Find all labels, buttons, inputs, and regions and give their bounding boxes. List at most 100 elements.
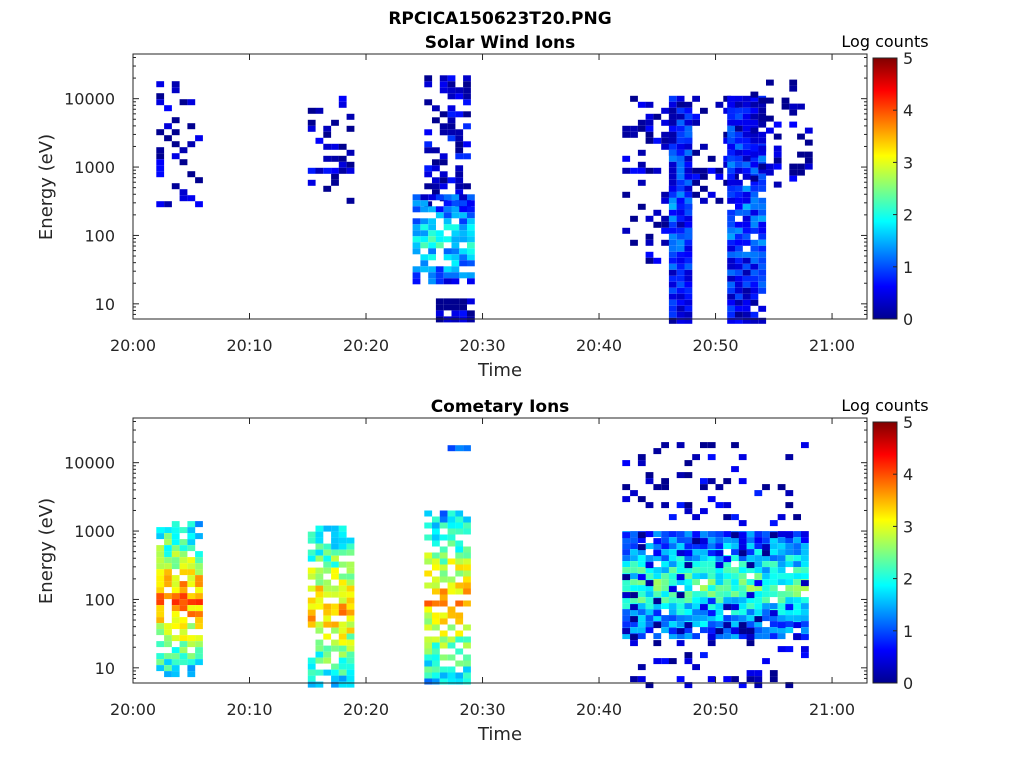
heatmap-cell xyxy=(459,230,467,237)
heatmap-cell xyxy=(338,609,347,616)
heatmap-cell xyxy=(439,666,448,673)
heatmap-cell xyxy=(195,641,203,648)
heatmap-cell xyxy=(731,585,739,592)
heatmap-cell xyxy=(676,567,685,574)
heatmap-cell xyxy=(723,561,732,568)
x-tick-label: 21:00 xyxy=(809,700,855,719)
heatmap-cell xyxy=(346,167,355,174)
heatmap-cell xyxy=(187,659,196,666)
heatmap-cell xyxy=(735,311,743,318)
heatmap-cell xyxy=(156,629,165,636)
heatmap-cell xyxy=(156,165,165,172)
x-tick-label: 20:40 xyxy=(576,336,622,355)
heatmap-cell xyxy=(777,543,786,550)
heatmap-cell xyxy=(171,581,180,588)
heatmap-cell xyxy=(645,101,654,108)
heatmap-cell xyxy=(684,173,693,180)
heatmap-cell xyxy=(676,676,685,683)
heatmap-cell xyxy=(758,239,767,246)
heatmap-cell xyxy=(459,194,467,201)
heatmap-cell xyxy=(653,615,662,622)
heatmap-cell xyxy=(630,567,638,574)
heatmap-cell xyxy=(746,628,755,635)
heatmap-cell xyxy=(432,159,440,166)
heatmap-cell xyxy=(455,445,464,452)
heatmap-cell xyxy=(424,522,433,529)
heatmap-cell xyxy=(467,200,475,207)
heatmap-cell xyxy=(315,579,324,586)
heatmap-cell xyxy=(346,633,355,640)
heatmap-cell xyxy=(331,143,339,150)
heatmap-cell xyxy=(785,561,794,568)
heatmap-cell xyxy=(738,555,747,562)
heatmap-cell xyxy=(692,579,700,586)
heatmap-cell xyxy=(684,101,693,108)
heatmap-cell xyxy=(723,597,732,604)
heatmap-cell xyxy=(676,107,685,114)
heatmap-cell xyxy=(432,552,440,559)
heatmap-cell xyxy=(723,633,732,640)
heatmap-cell xyxy=(323,155,332,162)
heatmap-cell xyxy=(676,609,685,616)
heatmap-cell xyxy=(455,528,464,535)
heatmap-cell xyxy=(428,266,436,273)
heatmap-cell xyxy=(789,79,798,86)
heatmap-cell xyxy=(676,137,685,144)
heatmap-cell xyxy=(338,161,347,168)
heatmap-cell xyxy=(428,230,436,237)
heatmap-cell xyxy=(463,522,471,529)
heatmap-cell xyxy=(447,75,456,82)
heatmap-cell xyxy=(692,621,700,628)
heatmap-cell xyxy=(758,275,767,282)
heatmap-cell xyxy=(424,600,433,607)
heatmap-cell xyxy=(171,659,180,666)
heatmap-cell xyxy=(750,209,759,216)
heatmap-cell xyxy=(156,557,165,564)
heatmap-cell xyxy=(769,555,778,562)
heatmap-cell xyxy=(455,189,464,196)
heatmap-cell xyxy=(723,615,732,622)
heatmap-cell xyxy=(715,591,724,598)
heatmap-cell xyxy=(420,206,429,213)
heatmap-cell xyxy=(455,129,464,136)
heatmap-cell xyxy=(684,221,693,228)
heatmap-cell xyxy=(668,531,677,538)
heatmap-cell xyxy=(315,543,324,550)
heatmap-cell xyxy=(187,545,196,552)
heatmap-cell xyxy=(750,145,759,152)
heatmap-cell xyxy=(331,627,339,634)
heatmap-cell xyxy=(777,633,786,640)
heatmap-cell xyxy=(684,682,693,689)
heatmap-cell xyxy=(420,194,429,201)
heatmap-cell xyxy=(668,537,677,544)
heatmap-cell xyxy=(637,676,646,683)
heatmap-cell xyxy=(164,581,172,588)
x-axis-label: Time xyxy=(477,724,522,745)
heatmap-cell xyxy=(156,545,165,552)
heatmap-cell xyxy=(187,599,196,606)
heatmap-cell xyxy=(758,263,767,270)
heatmap-cell xyxy=(195,599,203,606)
heatmap-cell xyxy=(622,532,631,539)
heatmap-cell xyxy=(668,125,677,132)
heatmap-cell xyxy=(769,520,778,527)
heatmap-cell xyxy=(653,573,662,580)
heatmap-cell xyxy=(738,520,747,527)
heatmap-cell xyxy=(661,555,669,562)
heatmap-cell xyxy=(424,129,433,136)
panel-title: Cometary Ions xyxy=(431,397,570,417)
heatmap-cell xyxy=(769,549,778,556)
heatmap-cell xyxy=(463,546,471,553)
heatmap-cell xyxy=(653,113,662,120)
heatmap-cell xyxy=(738,573,747,580)
heatmap-cell xyxy=(156,153,165,160)
heatmap-cell xyxy=(645,543,654,550)
heatmap-cell xyxy=(447,445,456,452)
heatmap-cell xyxy=(164,551,172,558)
heatmap-cell xyxy=(668,281,677,288)
heatmap-cell xyxy=(731,549,739,556)
heatmap-cell xyxy=(338,143,347,150)
heatmap-cell xyxy=(630,490,638,497)
heatmap-cell xyxy=(622,131,631,138)
